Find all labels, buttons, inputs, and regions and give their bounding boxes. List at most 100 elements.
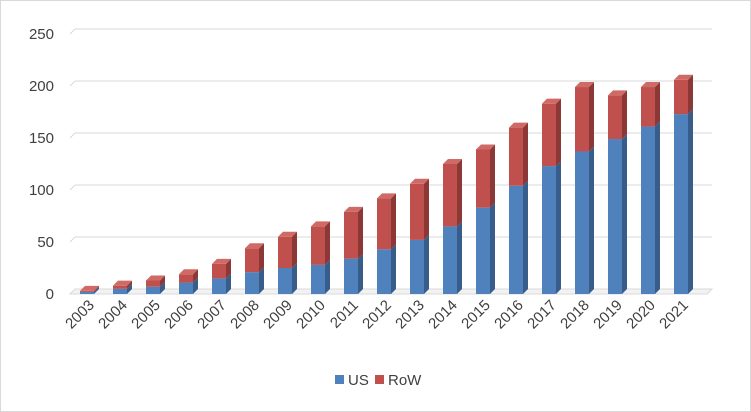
bar-row-2006 [179,269,198,283]
bar-front [311,226,325,265]
bar-front [311,264,325,294]
legend-swatch-us [335,375,344,384]
bar-top [344,206,363,212]
bar-side [523,122,528,186]
bar-side [193,277,198,294]
bar-top [80,285,99,291]
bar-side [523,180,528,294]
x-tick-label: 2004 [95,297,131,333]
bar-us-2016 [509,180,528,294]
bar-us-2009 [278,263,297,294]
y-tick-label: 0 [46,286,54,303]
bar-front [674,79,688,115]
bar-side [457,159,462,227]
bar-row-2003 [80,285,99,292]
bar-top [575,82,594,88]
bar-us-2006 [179,277,198,294]
x-tick-label: 2012 [359,297,395,333]
legend-swatch-row [375,375,384,384]
bar-side [589,82,594,152]
bar-top [608,90,627,96]
bar-top [245,243,264,249]
bar-front [443,226,457,294]
bar-top [377,193,396,199]
bar-us-2007 [212,273,231,294]
bar-side [94,286,99,294]
bar-side [226,273,231,294]
bar-front [377,249,391,294]
bar-front [476,207,490,294]
bar-side [127,283,132,294]
bar-front [113,285,127,289]
bar-front [344,211,358,259]
bar-top [641,82,660,88]
x-tick-label: 2020 [623,297,659,333]
bar-front [179,274,193,283]
bar-us-2012 [377,244,396,294]
bar-front [146,280,160,287]
bar-row-2004 [113,280,132,289]
bar-front [443,164,457,227]
bar-top [509,122,528,128]
bar-front [80,291,94,294]
x-axis: 2003200420052006200720082009201020112012… [62,297,692,333]
bar-front [80,290,94,292]
bar-side [556,98,561,167]
bar-front [641,126,655,294]
bar-side [94,285,99,292]
gridline-diag [69,28,76,35]
x-tick-label: 2019 [590,297,626,333]
bar-top [146,275,165,281]
bar-row-2018 [575,82,594,152]
bar-front [278,268,292,294]
bar-us-2011 [344,253,363,294]
bar-side [655,82,660,127]
legend: US RoW [335,372,422,389]
gridline-diag [69,80,76,87]
bar-row-2020 [641,82,660,127]
bar-front [245,248,259,273]
bar-side [424,178,429,240]
bar-front [509,127,523,186]
bar-us-2005 [146,281,165,294]
bar-front [146,286,160,294]
bar-side [589,146,594,294]
x-tick-label: 2006 [161,297,197,333]
bars [80,74,693,294]
bar-front [212,278,226,294]
bar-front [575,151,589,294]
bar-us-2021 [674,109,693,294]
bar-us-2017 [542,161,561,294]
bar-us-2010 [311,259,330,294]
x-tick-label: 2007 [194,297,230,333]
bar-row-2012 [377,193,396,250]
bar-row-2019 [608,90,627,140]
bar-us-2020 [641,121,660,294]
bar-row-2009 [278,231,297,268]
gridline-diag [69,132,76,139]
bar-side [259,267,264,294]
bar-side [391,244,396,294]
bar-front [410,239,424,294]
bar-top [113,280,132,286]
bar-top [674,74,693,80]
bar-front [179,282,193,294]
bar-side [490,202,495,294]
bar-us-2014 [443,221,462,294]
bar-front [212,263,226,279]
bar-side [160,275,165,287]
bar-row-2015 [476,144,495,208]
legend-label-us: US [348,372,369,389]
x-tick-label: 2005 [128,297,164,333]
y-axis: 0 50 100 150 200 250 [29,26,54,303]
bar-row-2011 [344,206,363,259]
bar-side [688,74,693,115]
bar-side [127,280,132,289]
x-tick-label: 2021 [656,297,692,333]
bar-front [410,183,424,240]
bar-side [325,221,330,265]
x-tick-label: 2008 [227,297,263,333]
bar-side [292,263,297,294]
bar-side [391,193,396,250]
